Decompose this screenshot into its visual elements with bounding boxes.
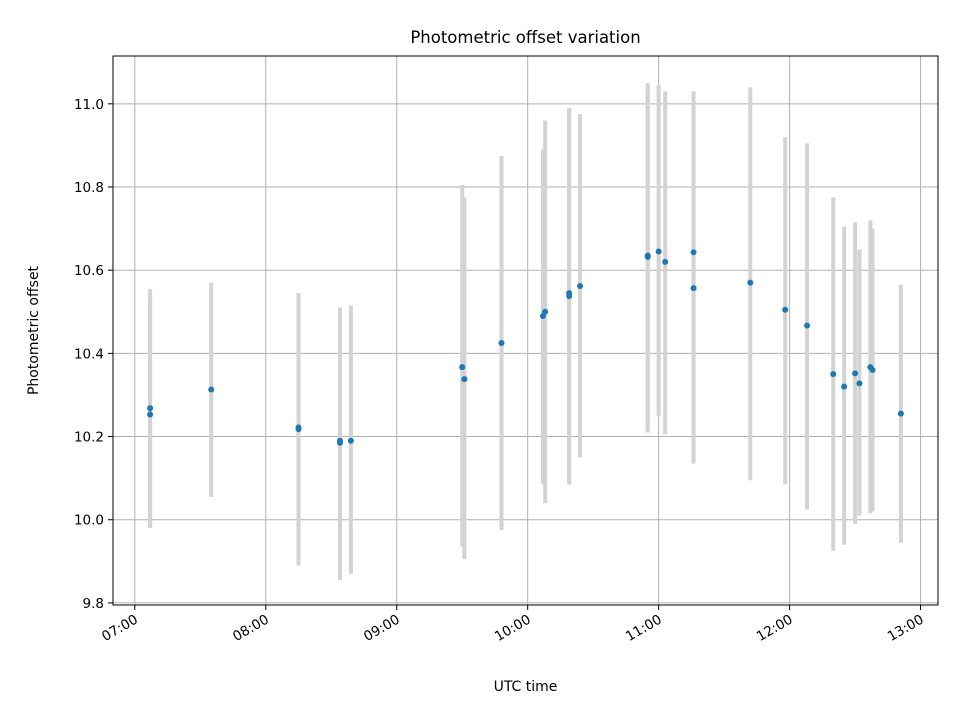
data-point: [897, 410, 904, 417]
data-point: [662, 258, 669, 265]
data-point: [690, 249, 697, 256]
data-point: [690, 285, 697, 292]
data-point: [782, 306, 789, 313]
data-point: [459, 364, 466, 371]
data-points: [147, 248, 904, 446]
data-point: [804, 322, 811, 329]
data-point: [461, 376, 468, 383]
data-point: [347, 437, 354, 444]
y-tick-label: 9.8: [83, 596, 104, 612]
y-tick-label: 10.0: [74, 513, 104, 529]
plot-area-frame: [112, 55, 939, 606]
data-point: [644, 253, 651, 260]
y-tick-label: 10.8: [74, 180, 104, 196]
chart-title: Photometric offset variation: [410, 28, 640, 47]
data-point: [841, 383, 848, 390]
data-point: [147, 405, 154, 412]
data-point: [830, 371, 837, 378]
data-point: [147, 411, 154, 418]
y-tick-label: 11.0: [74, 97, 104, 113]
plot-area-background: [113, 56, 938, 605]
y-tick-label: 10.6: [74, 263, 104, 279]
x-axis-label: UTC time: [494, 679, 558, 695]
data-point: [208, 386, 215, 393]
data-point: [655, 248, 662, 255]
y-tick-label: 10.4: [74, 346, 104, 362]
data-point: [336, 437, 343, 444]
data-point: [498, 339, 505, 346]
data-point: [566, 292, 573, 299]
grid-lines: [113, 56, 938, 605]
data-point: [856, 380, 863, 387]
data-point: [577, 282, 584, 289]
data-point: [542, 308, 549, 315]
data-point: [747, 279, 754, 286]
data-point: [295, 426, 302, 433]
data-point: [852, 370, 859, 377]
y-tick-label: 10.2: [74, 430, 104, 446]
y-axis-label: Photometric offset: [26, 265, 42, 395]
data-point: [869, 367, 876, 374]
